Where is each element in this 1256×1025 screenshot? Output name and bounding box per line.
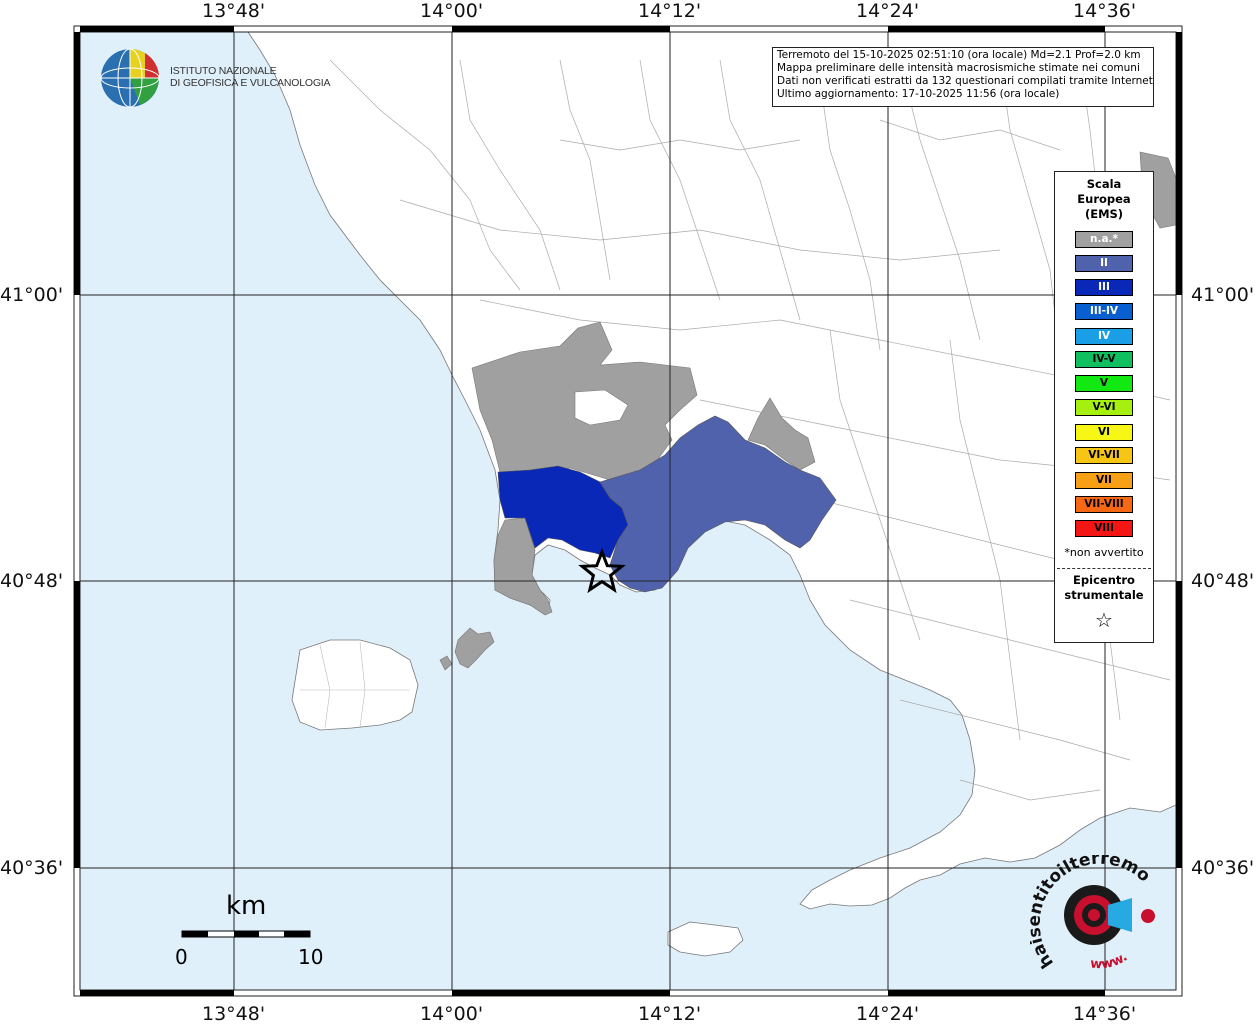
tick-right-1: 41°00' (1191, 284, 1255, 306)
legend-item-IV-V: IV-V (1075, 351, 1133, 368)
area-na-north-hole (574, 389, 629, 426)
intensity-legend: Scala Europea (EMS) n.a.* II III III-IV … (1054, 171, 1154, 643)
scale-end: 10 (298, 945, 324, 969)
frame-bars (74, 26, 1182, 996)
event-info-line-1: Terremoto del 15-10-2025 02:51:10 (ora l… (777, 49, 1141, 61)
legend-item-IV: IV (1075, 328, 1133, 345)
tick-top-5: 14°36' (1073, 0, 1137, 22)
legend-item-VI-VII: VI-VII (1075, 447, 1133, 464)
legend-item-III: III (1075, 279, 1133, 296)
legend-item-V: V (1075, 375, 1133, 392)
logo-line-1: ISTITUTO NAZIONALE (170, 65, 277, 77)
tick-left-2: 40°48' (0, 570, 64, 592)
legend-item-III-IV: III-IV (1075, 303, 1133, 320)
legend-note: *non avvertito (1064, 546, 1144, 559)
event-info-line-4: Ultimo aggiornamento: 17-10-2025 11:56 (… (777, 88, 1060, 100)
legend-epicenter-line-2: strumentale (1064, 588, 1144, 602)
scale-unit: km (226, 891, 267, 921)
tick-top-1: 13°48' (202, 0, 266, 22)
legend-item-VIII: VIII (1075, 520, 1133, 537)
scale-start: 0 (175, 945, 188, 969)
area-na-procida (454, 627, 495, 669)
tick-bottom-2: 14°00' (420, 1003, 484, 1025)
tick-bottom-5: 14°36' (1073, 1003, 1137, 1025)
tick-bottom-3: 14°12' (638, 1003, 702, 1025)
brand-www: www. (1090, 950, 1131, 973)
area-na-pozzuoli (493, 517, 553, 616)
legend-title-line-1: Scala (1086, 177, 1122, 191)
tick-right-3: 40°36' (1191, 857, 1255, 879)
tick-top-3: 14°12' (638, 0, 702, 22)
tick-bottom-4: 14°24' (856, 1003, 920, 1025)
legend-item-V-VI: V-VI (1075, 399, 1133, 416)
epicenter-star (578, 547, 626, 594)
area-na-east (747, 397, 816, 471)
legend-epicenter-line-1: Epicentro (1073, 573, 1135, 587)
legend-title-line-3: (EMS) (1084, 207, 1124, 221)
island-ischia (291, 639, 419, 731)
legend-item-VII: VII (1075, 472, 1133, 489)
area-III (497, 465, 629, 559)
logo-institute-name: ISTITUTO NAZIONALE DI GEOFISICA E VULCAN… (170, 65, 331, 89)
event-info-box: Terremoto del 15-10-2025 02:51:10 (ora l… (772, 47, 1154, 107)
area-II (599, 415, 837, 593)
haisentito-logo-icon (1064, 885, 1155, 945)
tick-top-4: 14°24' (856, 0, 920, 22)
haisentito-brand-text[interactable]: haisentitoilterremoto.it www. (1030, 855, 1170, 985)
event-info-line-2: Mappa preliminare delle intensità macros… (777, 62, 1140, 74)
scale-bar (181, 930, 311, 938)
logo-line-2: DI GEOFISICA E VULCANOLOGIA (170, 77, 331, 89)
tick-left-1: 41°00' (0, 284, 64, 306)
tick-right-2: 40°48' (1191, 570, 1255, 592)
legend-item-VI: VI (1075, 424, 1133, 441)
tick-bottom-1: 13°48' (202, 1003, 266, 1025)
ingv-globe-icon (100, 48, 160, 108)
ischia-boundaries (300, 641, 410, 729)
tick-top-2: 14°00' (420, 0, 484, 22)
legend-title-line-2: Europea (1077, 192, 1131, 206)
legend-item-na: n.a.* (1075, 231, 1133, 248)
brand-site-name: haisentitoilterremoto.it (1030, 855, 1154, 972)
legend-title: Scala Europea (EMS) (1055, 177, 1153, 222)
legend-item-II: II (1075, 255, 1133, 272)
legend-separator (1057, 568, 1151, 569)
legend-epicenter-label: Epicentro strumentale (1055, 573, 1153, 603)
island-capri (667, 921, 744, 957)
tick-left-3: 40°36' (0, 857, 64, 879)
legend-item-VII-VIII: VII-VIII (1075, 496, 1133, 513)
legend-star-icon: ☆ (1095, 608, 1113, 632)
event-info-line-3: Dati non verificati estratti da 132 ques… (777, 75, 1154, 87)
